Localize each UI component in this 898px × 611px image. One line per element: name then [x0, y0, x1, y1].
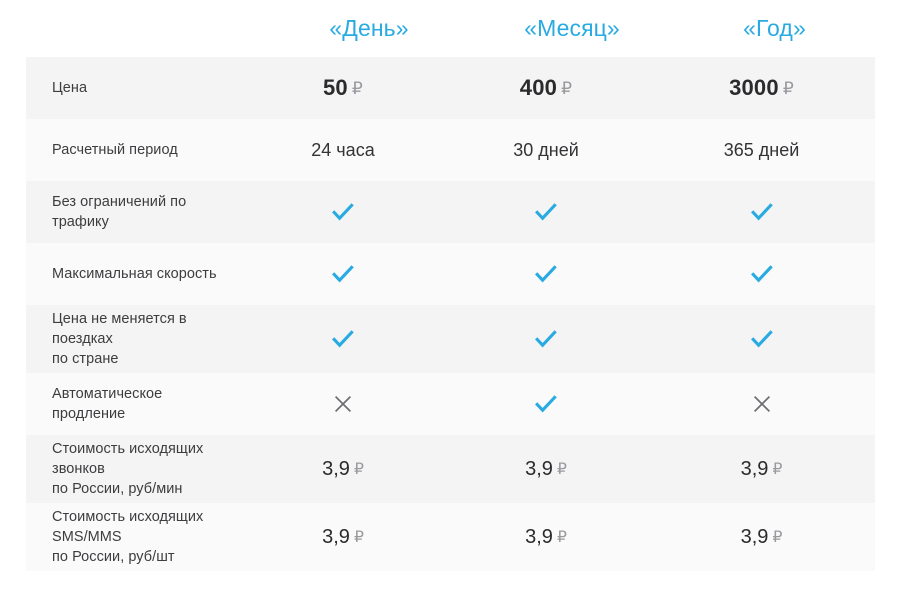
- check-icon: [749, 199, 775, 225]
- cell-text: 24 часа: [311, 140, 375, 160]
- ruble-sign-icon: ₽: [556, 460, 567, 478]
- ruble-sign-icon: ₽: [561, 78, 573, 98]
- cell-amount: 3,9: [740, 525, 769, 548]
- table-row: Без ограничений по трафику: [26, 181, 875, 243]
- cell-text: 365 дней: [723, 140, 800, 160]
- ruble-sign-icon: ₽: [353, 528, 364, 546]
- row-label-line2: по стране: [52, 351, 119, 367]
- cell-auto-renewal-col1: [242, 391, 444, 417]
- row-label-price: Цена: [26, 78, 242, 98]
- row-label-line1: Цена: [52, 80, 88, 96]
- cross-icon: [330, 391, 356, 417]
- cell-max-speed-col1: [242, 261, 444, 287]
- cell-text: 30 дней: [513, 140, 579, 160]
- cell-outgoing-sms-mms-cost-col2: 3,9 ₽: [444, 525, 648, 550]
- cell-amount: 3000: [729, 75, 779, 100]
- ruble-sign-icon: ₽: [351, 78, 363, 98]
- cell-max-speed-col2: [444, 261, 648, 287]
- cell-price-unchanged-travel-col2: [444, 326, 648, 352]
- plan-header-day[interactable]: «День»: [329, 15, 409, 41]
- plan-header-year[interactable]: «Год»: [743, 15, 806, 41]
- row-label-max-speed: Максимальная скорость: [26, 264, 242, 284]
- row-label-line1: Автоматическое продление: [52, 386, 163, 422]
- cell-auto-renewal-col3: [648, 391, 875, 417]
- plan-header-month[interactable]: «Месяц»: [524, 15, 620, 41]
- cell-price-unchanged-travel-col1: [242, 326, 444, 352]
- check-icon: [533, 391, 559, 417]
- row-label-line1: Стоимость исходящих звонков: [52, 441, 204, 477]
- check-icon: [533, 199, 559, 225]
- row-label-auto-renewal: Автоматическое продление: [26, 384, 242, 424]
- row-label-line1: Без ограничений по трафику: [52, 194, 187, 230]
- cell-amount: 3,9: [322, 525, 350, 548]
- cell-unlimited-traffic-col1: [242, 199, 444, 225]
- cell-outgoing-sms-mms-cost-col3: 3,9 ₽: [648, 525, 875, 550]
- table-row: Максимальная скорость: [26, 243, 875, 305]
- row-label-line1: Расчетный период: [52, 142, 178, 158]
- cell-outgoing-sms-mms-cost-col1: 3,9 ₽: [242, 525, 444, 550]
- cell-amount: 3,9: [740, 457, 769, 480]
- cell-amount: 3,9: [322, 457, 350, 480]
- row-label-outgoing-calls-cost: Стоимость исходящих звонков по России, ру…: [26, 439, 242, 499]
- table-body: Цена 50 ₽400 ₽3000 ₽ Расчетный период 24 часа 3…: [0, 57, 898, 571]
- check-icon: [749, 326, 775, 352]
- cell-max-speed-col3: [648, 261, 875, 287]
- cell-outgoing-calls-cost-col2: 3,9 ₽: [444, 457, 648, 482]
- table-header-row: «День» «Месяц» «Год»: [0, 0, 898, 57]
- table-row: Цена 50 ₽400 ₽3000 ₽: [26, 57, 875, 119]
- cell-billing-period-col2: 30 дней: [444, 138, 648, 162]
- row-label-outgoing-sms-mms-cost: Стоимость исходящих SMS/MMS по России, ру…: [26, 507, 242, 567]
- cell-price-col3: 3000 ₽: [648, 76, 875, 100]
- row-label-unlimited-traffic: Без ограничений по трафику: [26, 192, 242, 232]
- cell-amount: 3,9: [525, 457, 553, 480]
- ruble-sign-icon: ₽: [772, 528, 783, 546]
- table-row: Стоимость исходящих звонков по России, ру…: [26, 435, 875, 503]
- cell-price-col1: 50 ₽: [242, 76, 444, 100]
- ruble-sign-icon: ₽: [782, 78, 794, 98]
- cell-outgoing-calls-cost-col3: 3,9 ₽: [648, 457, 875, 482]
- cell-unlimited-traffic-col2: [444, 199, 648, 225]
- table-row: Автоматическое продление: [26, 373, 875, 435]
- table-row: Стоимость исходящих SMS/MMS по России, ру…: [26, 503, 875, 571]
- check-icon: [749, 261, 775, 287]
- table-row: Расчетный период 24 часа 30 дней 365 дней: [26, 119, 875, 181]
- cell-outgoing-calls-cost-col1: 3,9 ₽: [242, 457, 444, 482]
- cell-amount: 400: [519, 75, 558, 100]
- cross-icon: [749, 391, 775, 417]
- ruble-sign-icon: ₽: [353, 460, 364, 478]
- table-row: Цена не меняется в поездках по стране: [26, 305, 875, 373]
- cell-auto-renewal-col2: [444, 391, 648, 417]
- cell-billing-period-col1: 24 часа: [242, 138, 444, 162]
- row-label-line1: Стоимость исходящих SMS/MMS: [52, 509, 204, 545]
- cell-price-unchanged-travel-col3: [648, 326, 875, 352]
- row-label-line1: Максимальная скорость: [52, 266, 217, 282]
- check-icon: [533, 326, 559, 352]
- check-icon: [330, 326, 356, 352]
- row-label-price-unchanged-travel: Цена не меняется в поездках по стране: [26, 309, 242, 369]
- row-label-line2: по России, руб/шт: [52, 549, 175, 565]
- check-icon: [330, 199, 356, 225]
- row-label-billing-period: Расчетный период: [26, 140, 242, 160]
- check-icon: [533, 261, 559, 287]
- check-icon: [330, 261, 356, 287]
- cell-billing-period-col3: 365 дней: [648, 138, 875, 162]
- cell-amount: 50: [323, 75, 348, 100]
- row-label-line2: по России, руб/мин: [52, 481, 183, 497]
- ruble-sign-icon: ₽: [556, 528, 567, 546]
- ruble-sign-icon: ₽: [772, 460, 783, 478]
- cell-amount: 3,9: [525, 525, 553, 548]
- row-label-line1: Цена не меняется в поездках: [52, 311, 187, 347]
- cell-unlimited-traffic-col3: [648, 199, 875, 225]
- cell-price-col2: 400 ₽: [444, 76, 648, 100]
